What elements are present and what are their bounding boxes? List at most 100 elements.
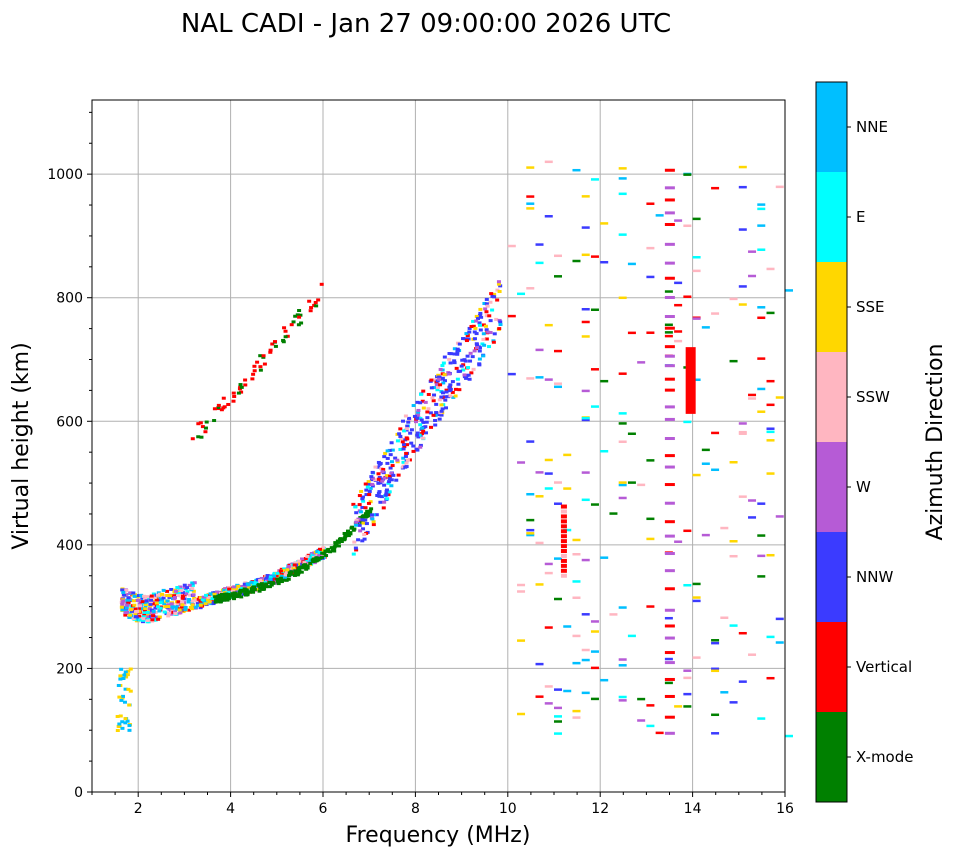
echo-point (495, 298, 500, 302)
echo-point (255, 360, 260, 364)
echo-point (129, 608, 134, 612)
x-tick-label: 6 (319, 801, 328, 817)
echo-point (219, 596, 224, 600)
echo-point (156, 605, 161, 609)
echo-point (132, 603, 137, 607)
echo-point (457, 342, 462, 346)
echo-point (507, 314, 516, 318)
echo-point (415, 400, 420, 404)
echo-point (442, 355, 447, 359)
echo-point (127, 724, 132, 728)
echo-point (242, 587, 247, 591)
echo-point (123, 721, 128, 725)
echo-point (186, 608, 191, 612)
echo-point (478, 307, 483, 311)
echo-point (497, 327, 502, 331)
echo-point (757, 534, 766, 537)
echo-point (393, 456, 398, 460)
echo-point (196, 422, 201, 426)
echo-point (381, 467, 386, 471)
echo-point (226, 585, 231, 589)
echo-point (123, 670, 128, 674)
echo-point (701, 462, 710, 465)
echo-point (748, 274, 757, 278)
echo-point (757, 502, 766, 505)
echo-point (409, 441, 414, 445)
echo-point (232, 394, 237, 398)
echo-point (484, 310, 489, 314)
echo-point (581, 691, 590, 695)
echo-point (314, 304, 319, 308)
echo-point (126, 596, 131, 600)
echo-point (442, 373, 447, 377)
echo-point (481, 337, 486, 341)
echo-point (371, 523, 376, 527)
echo-point (560, 529, 567, 534)
echo-point (214, 598, 219, 602)
echo-point (129, 615, 134, 619)
echo-point (284, 578, 289, 582)
echo-point (434, 402, 439, 406)
y-tick-label: 1000 (47, 167, 83, 183)
echo-point (396, 473, 401, 477)
echo-point (757, 316, 766, 320)
echo-point (459, 364, 464, 368)
echo-point (683, 420, 692, 424)
echo-point (399, 437, 404, 441)
echo-point (711, 732, 720, 735)
echo-point (177, 608, 182, 612)
echo-point (477, 349, 482, 353)
echo-point (335, 539, 340, 543)
echo-point (354, 511, 359, 515)
echo-point (284, 570, 289, 574)
echo-point (483, 307, 488, 311)
echo-point (554, 385, 562, 389)
echo-point (683, 173, 692, 176)
echo-point (124, 592, 129, 596)
echo-point (131, 599, 136, 603)
echo-point (421, 429, 426, 433)
echo-point (468, 351, 473, 355)
echo-point (378, 500, 383, 504)
echo-point (517, 583, 526, 587)
echo-point (421, 389, 426, 393)
echo-point (462, 358, 467, 362)
echo-point (683, 529, 692, 533)
echo-point (373, 478, 378, 482)
y-axis-label: Virtual height (km) (9, 342, 34, 549)
y-tick-label: 0 (74, 785, 83, 801)
echo-point (425, 410, 430, 414)
echo-point (448, 361, 453, 365)
echo-point (664, 465, 675, 469)
echo-point (216, 595, 221, 599)
echo-point (517, 639, 526, 642)
echo-point (238, 383, 243, 387)
echo-point (563, 625, 572, 628)
echo-point (439, 413, 444, 417)
echo-point (482, 343, 487, 347)
echo-point (554, 732, 562, 735)
echo-point (309, 306, 314, 310)
echo-point (581, 418, 590, 422)
echo-point (184, 592, 189, 596)
echo-point (478, 311, 483, 315)
echo-point (405, 427, 410, 431)
echo-point (173, 611, 178, 615)
echo-point (279, 574, 284, 578)
echo-point (415, 414, 420, 418)
echo-point (345, 531, 350, 535)
echo-point (313, 300, 318, 304)
echo-point (609, 512, 618, 515)
echo-point (208, 592, 213, 596)
echo-point (411, 449, 416, 453)
colorbar-segment-vertical (816, 622, 847, 712)
echo-point (664, 377, 675, 381)
echo-point (560, 544, 567, 549)
echo-point (560, 519, 567, 524)
echo-point (190, 583, 195, 587)
echo-point (448, 383, 453, 387)
echo-point (711, 186, 720, 190)
echo-point (646, 704, 655, 707)
echo-point (664, 323, 673, 327)
echo-point (664, 405, 675, 409)
